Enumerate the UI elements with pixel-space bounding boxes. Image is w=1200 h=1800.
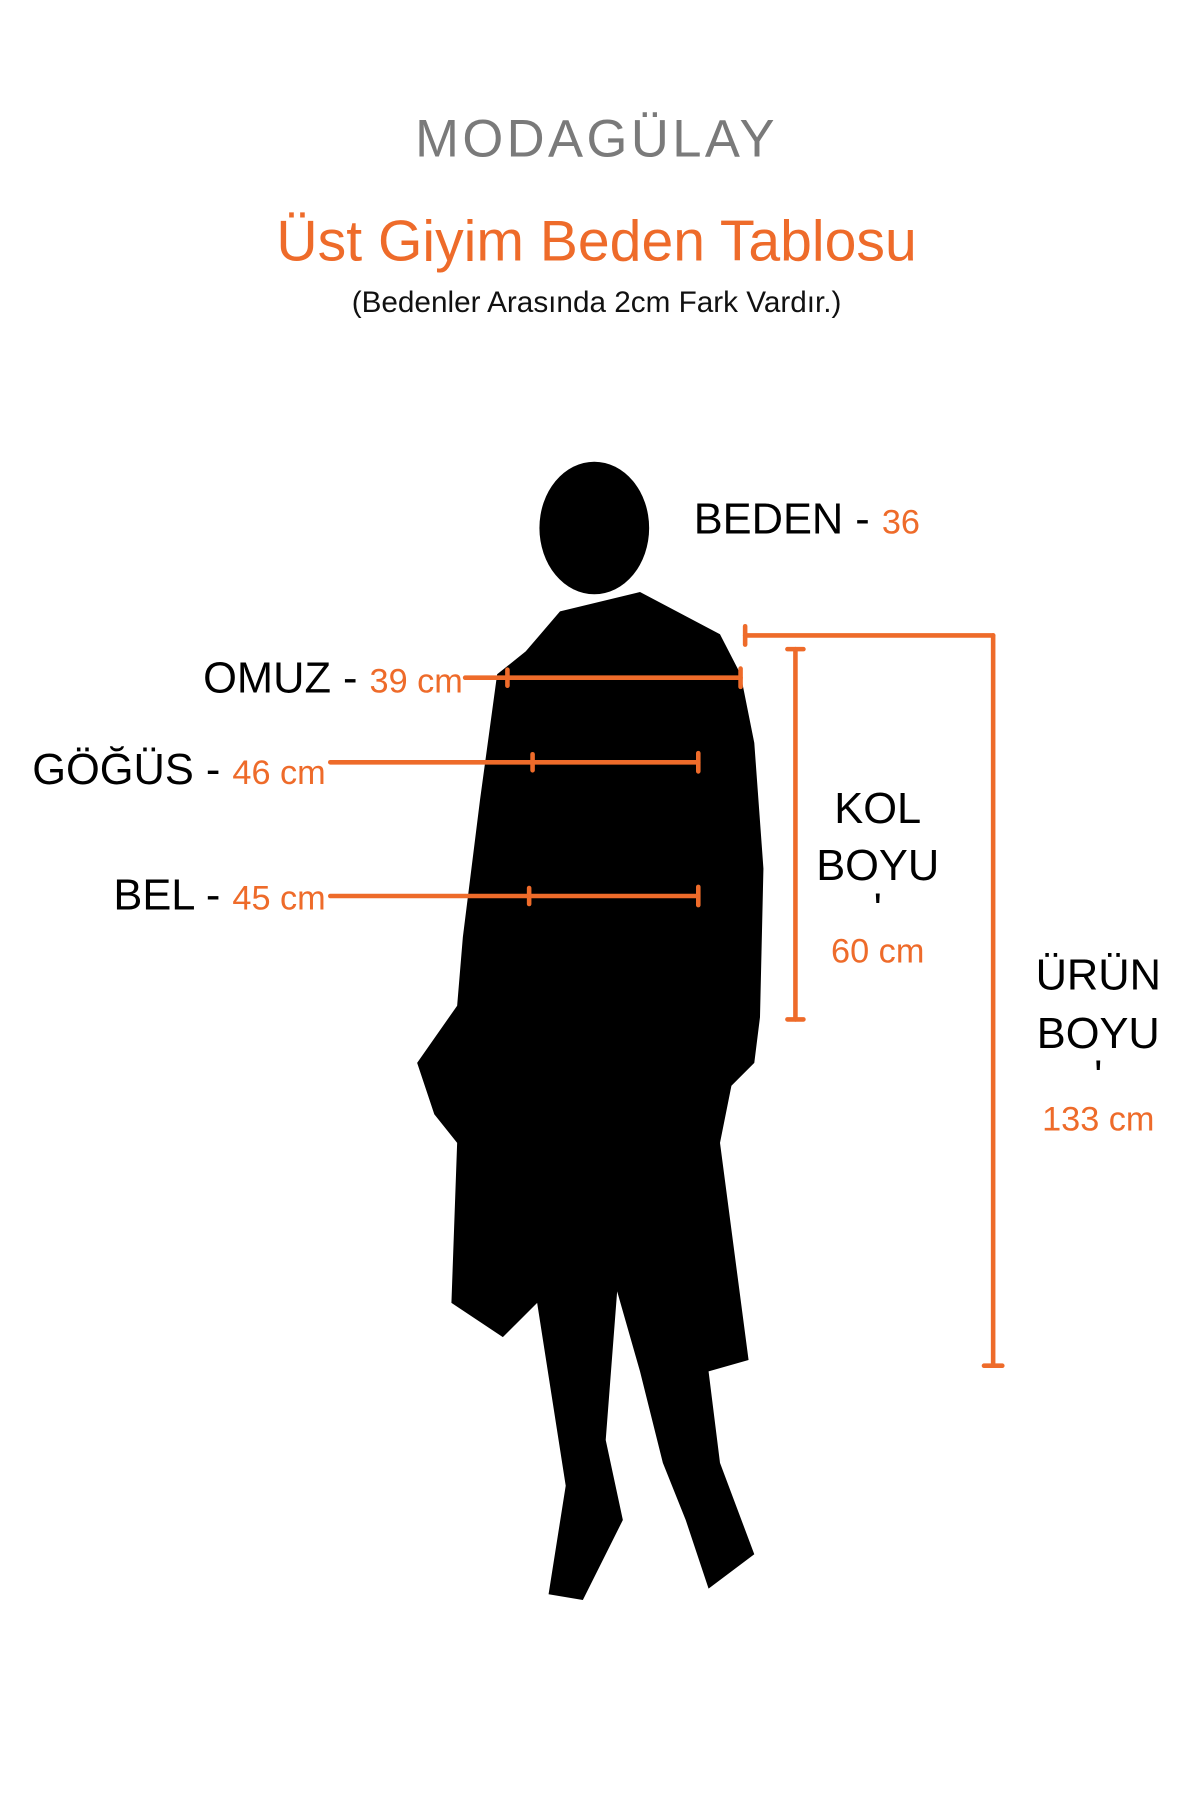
- chest-line: [328, 750, 701, 774]
- svg-text:KOL: KOL: [834, 785, 921, 833]
- length-line: [742, 623, 1005, 1368]
- chest-label: GÖĞÜS - 46 cm: [32, 746, 325, 794]
- svg-text:133 cm: 133 cm: [1042, 1100, 1154, 1138]
- shoulder-line: [462, 666, 743, 690]
- svg-text:BOYU: BOYU: [1037, 1010, 1160, 1058]
- page-title: Üst Giyim Beden Tablosu: [276, 210, 916, 274]
- brand-logo: MODAGÜLAY: [415, 110, 778, 169]
- sleeve-line: [785, 646, 806, 1022]
- svg-text:BOYU: BOYU: [816, 842, 939, 890]
- sleeve-label: KOL BOYU ' 60 cm: [816, 785, 939, 970]
- length-label: ÜRÜN BOYU ' 133 cm: [1036, 952, 1161, 1139]
- svg-text:ÜRÜN: ÜRÜN: [1036, 952, 1161, 1000]
- waist-label: BEL - 45 cm: [113, 872, 325, 920]
- svg-text:': ': [874, 885, 882, 933]
- waist-line: [328, 884, 701, 908]
- svg-text:60 cm: 60 cm: [831, 932, 924, 970]
- page-subtitle: (Bedenler Arasında 2cm Fark Vardır.): [352, 286, 842, 319]
- svg-text:': ': [1094, 1052, 1102, 1100]
- shoulder-label: OMUZ - 39 cm: [203, 655, 463, 703]
- size-label: BEDEN - 36: [694, 496, 920, 544]
- silhouette: [417, 461, 764, 1600]
